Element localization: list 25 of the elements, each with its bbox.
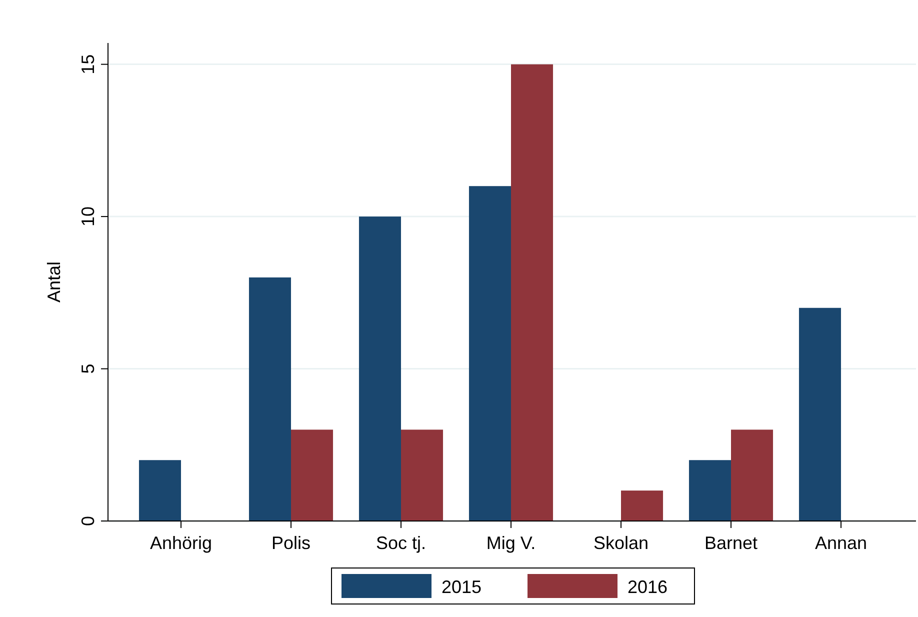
legend-label: 2016 bbox=[628, 577, 668, 597]
bar bbox=[731, 430, 774, 521]
bar bbox=[468, 186, 511, 521]
bar bbox=[248, 277, 291, 521]
y-axis-title: Antal bbox=[44, 261, 64, 303]
bar bbox=[688, 460, 731, 521]
bar bbox=[138, 460, 181, 521]
y-tick-label: 5 bbox=[78, 364, 98, 374]
x-tick-label: Soc tj. bbox=[376, 533, 426, 553]
x-tick-label: Skolan bbox=[593, 533, 649, 553]
x-tick-label: Anhörig bbox=[150, 533, 212, 553]
x-tick-label: Barnet bbox=[704, 533, 758, 553]
bar bbox=[621, 490, 664, 521]
bar bbox=[358, 216, 401, 521]
bar bbox=[291, 430, 334, 521]
bar bbox=[511, 64, 554, 521]
x-tick-label: Annan bbox=[814, 533, 868, 553]
y-tick-label: 0 bbox=[78, 516, 98, 526]
bar bbox=[798, 308, 841, 521]
legend-label: 2015 bbox=[442, 577, 482, 597]
y-tick-label: 10 bbox=[78, 206, 98, 227]
x-tick-label: Polis bbox=[271, 533, 311, 553]
bar bbox=[401, 430, 444, 521]
y-tick-label: 15 bbox=[78, 54, 98, 74]
x-tick-label: Mig V. bbox=[486, 533, 536, 553]
